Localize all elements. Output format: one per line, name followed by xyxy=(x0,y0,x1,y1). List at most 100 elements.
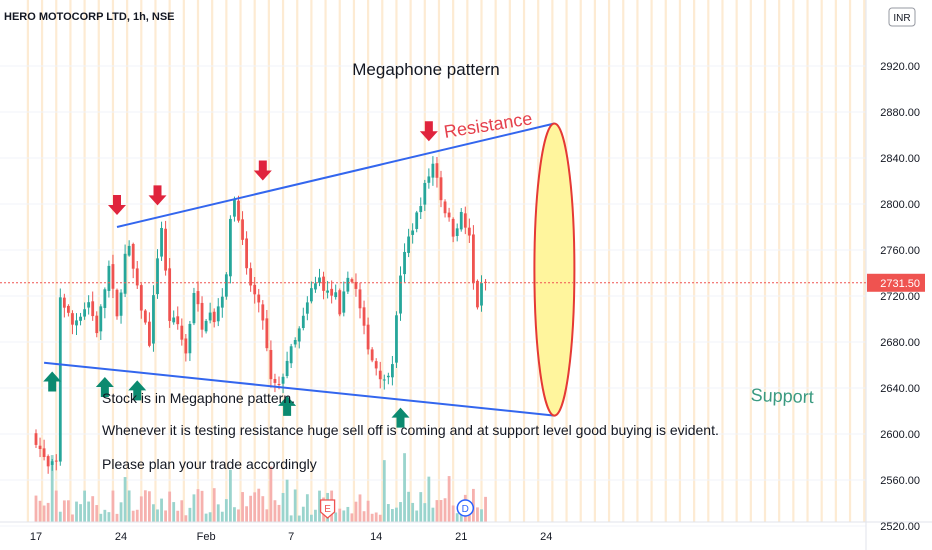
volume-bar xyxy=(34,495,38,522)
candle-body xyxy=(139,285,143,311)
currency-badge[interactable]: INR xyxy=(888,7,916,27)
volume-bar xyxy=(200,490,204,522)
volume-bar xyxy=(269,466,273,522)
volume-bar xyxy=(310,514,313,522)
candle-body xyxy=(273,378,277,383)
buy-arrow-icon xyxy=(95,376,114,397)
candle-body xyxy=(196,291,200,305)
volume-bar xyxy=(79,504,82,522)
candle-body xyxy=(435,163,439,178)
candle-body xyxy=(164,228,167,271)
volume-bar xyxy=(50,455,54,522)
volume-bar xyxy=(419,492,423,522)
volume-bar xyxy=(415,510,419,522)
candle-body xyxy=(229,218,232,277)
candle-body xyxy=(293,340,297,345)
volume-bar xyxy=(103,509,107,522)
currency-badge-label: INR xyxy=(893,13,910,24)
candle-body xyxy=(297,328,301,342)
candle-body xyxy=(241,219,244,240)
trendlines xyxy=(43,122,576,417)
candle-body xyxy=(431,163,435,178)
volume-bar xyxy=(318,490,321,522)
dividend-marker-icon xyxy=(456,499,475,517)
candle-body xyxy=(326,290,329,293)
volume-bar xyxy=(338,508,342,522)
volume-bar xyxy=(407,491,410,522)
volume-bar xyxy=(208,512,212,522)
candle-body xyxy=(285,360,289,377)
buy-arrow-icon xyxy=(391,407,410,428)
price-tick-label: 2720.00 xyxy=(880,291,920,303)
price-tick-label: 2760.00 xyxy=(880,245,920,257)
volume-bar xyxy=(273,500,277,522)
candle-body xyxy=(152,295,155,344)
volume-bar xyxy=(196,489,200,522)
candle-body xyxy=(168,268,172,321)
candle-body xyxy=(111,264,115,289)
candle-body xyxy=(79,316,82,321)
symbol-title: HERO MOTOCORP LTD, 1h, NSE xyxy=(4,11,175,23)
candle-body xyxy=(180,325,184,340)
candle-body xyxy=(184,338,188,354)
volume-bar xyxy=(484,496,487,522)
volume-bar xyxy=(261,496,265,522)
candle-body xyxy=(310,288,313,302)
volume-bar xyxy=(131,510,135,522)
buy-arrow-icon xyxy=(43,371,62,392)
price-tick-label: 2920.00 xyxy=(880,61,920,73)
candle-body xyxy=(476,280,479,308)
volume-bar xyxy=(42,505,46,522)
candle-body xyxy=(127,245,131,256)
volume-bar xyxy=(480,509,483,522)
candle-body xyxy=(322,276,325,291)
candle-body xyxy=(370,349,374,361)
candle-body xyxy=(224,274,228,297)
volume-bar xyxy=(180,500,184,522)
volume-bar xyxy=(403,453,406,522)
volume-bar xyxy=(342,510,346,522)
time-tick-label: 24 xyxy=(540,531,552,543)
candle-body xyxy=(135,268,139,286)
session-bands xyxy=(26,0,866,522)
candle-body xyxy=(115,289,119,317)
time-tick-label: 7 xyxy=(288,531,294,543)
candle-body xyxy=(334,292,338,298)
current-price-badge xyxy=(867,273,925,292)
volume-bar xyxy=(399,502,402,522)
candle-body xyxy=(480,283,483,306)
volume-bar xyxy=(54,490,58,522)
candle-body xyxy=(71,313,74,325)
volume-bar xyxy=(439,500,443,522)
candle-body xyxy=(148,321,151,346)
price-tick-label: 2600.00 xyxy=(880,429,920,441)
volume-bar xyxy=(411,502,415,522)
volume-bar xyxy=(253,492,257,522)
candle-body xyxy=(386,375,390,378)
volume-bar xyxy=(297,515,301,522)
sell-arrow-icon xyxy=(419,121,438,142)
candle-body xyxy=(407,236,410,253)
candle-body xyxy=(123,253,127,294)
candle-body xyxy=(463,213,467,228)
volume-bar xyxy=(476,507,479,522)
candle-body xyxy=(50,461,54,465)
volume-bar xyxy=(204,513,208,522)
candle-body xyxy=(415,212,419,229)
volume-bar xyxy=(216,504,220,522)
volume-bar xyxy=(334,512,338,522)
candle-body xyxy=(391,364,394,378)
volume-bar xyxy=(459,510,463,522)
candle-body xyxy=(382,379,386,381)
candle-body xyxy=(172,317,176,323)
volume-bar xyxy=(168,491,172,522)
volume-bar xyxy=(115,513,119,522)
candle-body xyxy=(176,316,180,325)
current-price-label: 2731.50 xyxy=(880,278,920,290)
volume-bar xyxy=(71,514,74,522)
volume-bar xyxy=(281,492,285,522)
candle-body xyxy=(455,228,459,237)
volume-bar xyxy=(350,513,354,522)
time-tick-label: 17 xyxy=(30,531,42,543)
